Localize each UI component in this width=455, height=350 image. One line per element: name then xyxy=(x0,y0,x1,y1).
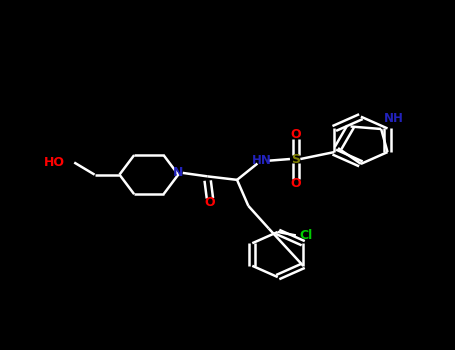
Text: NH: NH xyxy=(384,112,403,125)
Text: O: O xyxy=(205,196,215,209)
Text: S: S xyxy=(291,153,300,166)
Text: O: O xyxy=(291,128,301,141)
Text: N: N xyxy=(173,166,183,180)
Text: HO: HO xyxy=(44,156,65,169)
Text: HN: HN xyxy=(252,154,272,167)
Text: Cl: Cl xyxy=(299,229,313,242)
Text: O: O xyxy=(291,177,301,190)
